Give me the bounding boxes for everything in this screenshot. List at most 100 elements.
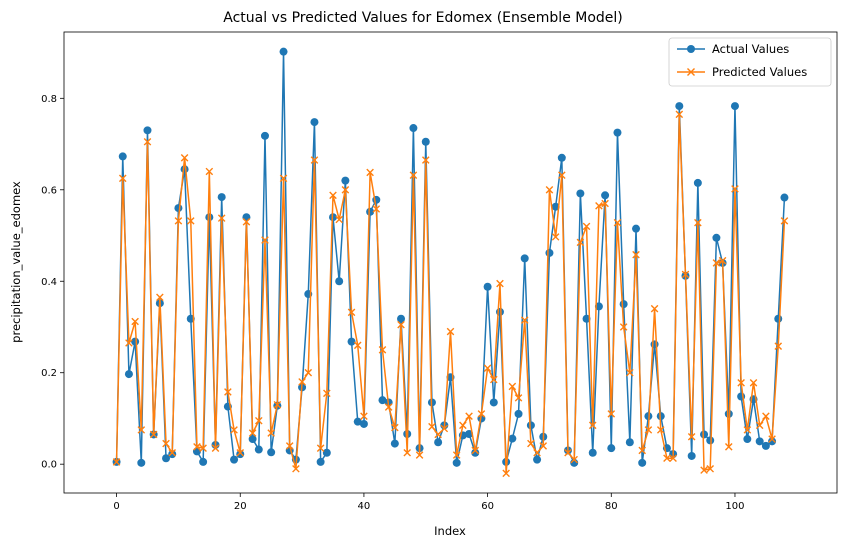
data-point	[261, 236, 269, 244]
data-point	[582, 314, 591, 323]
data-point	[353, 341, 362, 350]
data-point	[168, 448, 177, 457]
data-point	[378, 346, 387, 354]
legend-marker-predicted	[687, 68, 695, 76]
data-point	[558, 171, 566, 179]
data-point	[347, 308, 356, 317]
data-point	[582, 222, 591, 231]
data-point	[731, 185, 739, 193]
data-point	[656, 426, 665, 434]
data-point	[211, 444, 220, 452]
data-point	[687, 451, 696, 460]
x-tick-label: 40	[358, 501, 371, 512]
data-point	[774, 342, 783, 350]
data-point	[415, 451, 424, 459]
data-point	[471, 448, 480, 457]
data-point	[230, 455, 239, 464]
data-point	[397, 320, 405, 329]
data-point	[471, 446, 480, 455]
data-point	[576, 238, 585, 247]
data-point	[323, 389, 331, 398]
data-point	[675, 110, 684, 119]
y-axis: 0.0 0.2 0.4 0.6 0.8	[41, 94, 64, 471]
data-point	[638, 458, 647, 467]
data-point	[613, 128, 622, 137]
data-point	[366, 207, 375, 216]
data-point	[199, 444, 207, 452]
legend-marker-actual	[687, 45, 695, 53]
data-point	[613, 218, 622, 227]
data-point	[279, 47, 288, 56]
data-point	[162, 439, 170, 448]
data-point	[384, 403, 393, 411]
data-point	[495, 307, 504, 316]
data-point	[545, 248, 554, 257]
data-point	[527, 439, 535, 448]
data-point	[372, 195, 381, 204]
data-point	[564, 448, 572, 457]
data-point	[124, 370, 133, 379]
y-tick-label: 0.8	[41, 94, 57, 105]
data-point	[650, 304, 659, 313]
data-point	[452, 458, 461, 467]
data-point	[205, 167, 214, 176]
data-point	[353, 417, 362, 426]
data-point	[607, 410, 616, 418]
data-point	[267, 429, 275, 437]
data-point	[669, 454, 677, 463]
data-point	[248, 435, 257, 444]
legend-frame	[668, 37, 832, 87]
data-point	[360, 412, 368, 420]
legend-label-predicted: Predicted Values	[712, 65, 807, 79]
legend-label-actual: Actual Values	[712, 42, 789, 56]
data-point	[186, 217, 195, 225]
data-point	[780, 217, 789, 225]
x-tick-label: 20	[234, 501, 247, 512]
data-point	[774, 314, 783, 323]
data-point	[174, 204, 183, 213]
series-line	[115, 113, 786, 475]
data-point	[118, 174, 127, 183]
data-point	[131, 317, 139, 326]
data-point	[700, 430, 709, 439]
data-point	[625, 438, 634, 447]
data-point	[125, 339, 133, 347]
data-point	[446, 327, 455, 336]
data-point	[496, 279, 504, 288]
data-point	[595, 201, 603, 210]
plot-frame	[63, 31, 838, 494]
data-point	[743, 435, 752, 444]
data-point	[168, 450, 177, 459]
data-point	[619, 323, 628, 331]
data-point	[254, 445, 263, 454]
data-point	[749, 378, 758, 387]
data-point	[724, 443, 733, 451]
data-point	[502, 469, 510, 478]
data-point	[557, 153, 566, 162]
data-point	[508, 434, 517, 443]
y-tick-label: 0.6	[41, 185, 57, 196]
data-point	[335, 277, 344, 286]
data-point	[632, 224, 641, 233]
x-tick-label: 80	[605, 501, 618, 512]
data-point	[236, 450, 245, 459]
data-point	[706, 464, 715, 473]
data-point	[341, 176, 350, 185]
data-point	[421, 137, 430, 146]
series-layer	[112, 47, 789, 478]
data-point	[526, 421, 535, 430]
data-point	[199, 457, 208, 466]
data-point	[217, 193, 226, 202]
data-point	[118, 152, 127, 161]
data-point	[292, 464, 300, 473]
data-point	[391, 423, 399, 432]
data-point	[514, 409, 523, 418]
data-point	[514, 394, 523, 402]
legend-item-actual: Actual Values	[677, 42, 789, 56]
data-point	[316, 457, 325, 466]
data-point	[644, 426, 653, 434]
data-point	[539, 442, 548, 450]
data-point	[638, 446, 646, 455]
data-point	[242, 213, 251, 222]
data-point	[409, 124, 418, 133]
